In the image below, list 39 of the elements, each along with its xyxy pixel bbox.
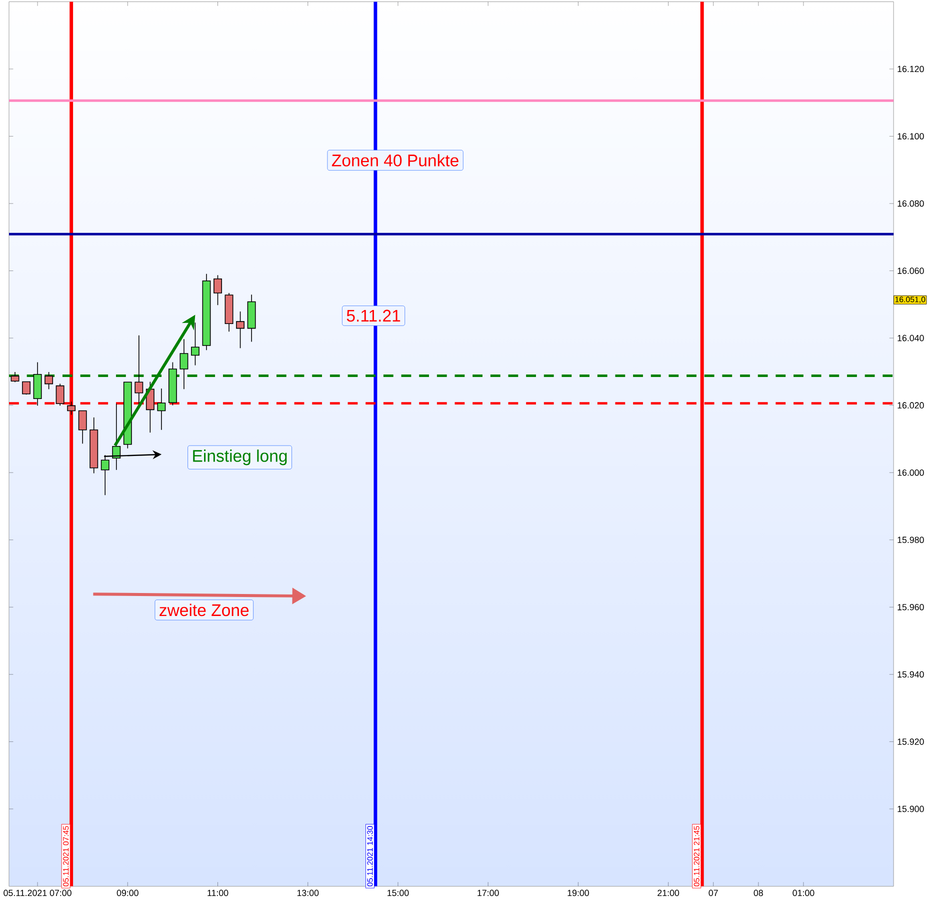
y-tick-label: 16.060 <box>898 268 924 274</box>
candlestick <box>56 383 64 406</box>
x-tick-label: 08 <box>754 890 763 896</box>
candlestick <box>67 401 76 416</box>
y-tick-label: 16.120 <box>898 66 924 72</box>
x-tick-label: 21:00 <box>658 890 680 896</box>
annotation: Zonen 40 Punkte <box>332 154 458 166</box>
candlestick <box>157 388 166 430</box>
y-tick-label: 16.000 <box>898 469 924 476</box>
x-tick-label: 05.11.2021 07:00 <box>4 890 72 896</box>
y-tick-label: 16.080 <box>898 200 924 207</box>
candlestick <box>191 322 200 366</box>
candlestick <box>10 372 20 382</box>
annotation: Einstieg long <box>193 450 287 466</box>
y-tick-label: 15.980 <box>898 536 924 543</box>
candlestick <box>22 381 30 395</box>
x-tick-label: 11:00 <box>208 890 228 896</box>
x-tick-label: 13:00 <box>297 890 319 896</box>
x-tick-label: 19:00 <box>568 890 589 896</box>
annotation: 5.11.21 <box>346 310 400 322</box>
candlestick <box>78 410 87 444</box>
x-tick-label: 17:00 <box>478 890 499 896</box>
x-tick-label: 09:00 <box>116 890 138 896</box>
candlestick <box>44 372 54 390</box>
y-tick-label: 15.920 <box>898 738 924 745</box>
x-tick-label: 07 <box>708 890 718 896</box>
y-tick-label: 16.100 <box>898 133 924 140</box>
annotation: zweite Zone <box>160 604 249 616</box>
y-tick-label: 16.040 <box>898 334 924 342</box>
y-tick-label: 15.900 <box>898 806 924 812</box>
x-tick-label: 15:00 <box>388 890 409 896</box>
candlestick <box>214 274 222 306</box>
y-tick-label: 15.960 <box>898 604 924 610</box>
candlestick <box>180 338 188 390</box>
candlestick <box>134 334 144 406</box>
y-tick-label: 15.940 <box>898 671 924 678</box>
y-tick-label: 16.020 <box>898 402 924 408</box>
candlestick <box>236 311 245 348</box>
x-tick-label: 01:00 <box>792 890 814 896</box>
